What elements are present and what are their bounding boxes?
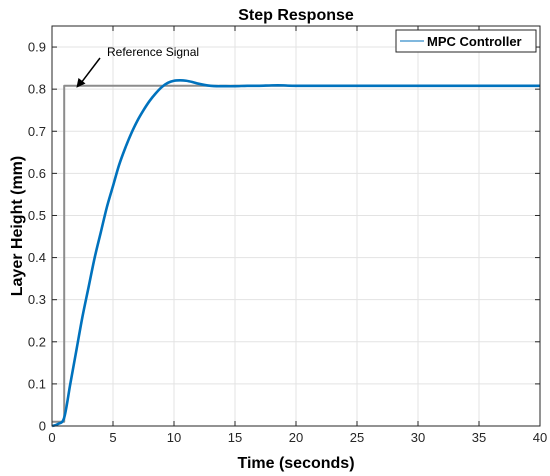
- x-tick-label: 40: [533, 430, 547, 445]
- y-tick-label: 0.2: [28, 334, 46, 349]
- x-tick-label: 20: [289, 430, 303, 445]
- x-tick-label: 30: [411, 430, 425, 445]
- x-axis-label: Time (seconds): [237, 455, 354, 472]
- x-tick-label: 15: [228, 430, 242, 445]
- annotation-reference-signal: Reference Signal: [107, 45, 199, 59]
- x-tick-label: 5: [109, 430, 116, 445]
- y-tick-label: 0.7: [28, 124, 46, 139]
- plot-area: [51, 79, 540, 428]
- series-line-mpc-controller: [51, 79, 540, 428]
- x-tick-label: 10: [167, 430, 181, 445]
- axes: 0 5 10 15 20 25 30 35 40 0 0.1 0.2 0.3 0.4 0.5 0.6 0.7 0.…: [28, 25, 547, 445]
- x-tick-label: 25: [350, 430, 364, 445]
- legend-label-mpc-controller: MPC Controller: [427, 34, 522, 49]
- y-tick-label: 0.1: [28, 376, 46, 391]
- annotation-arrow-head: [76, 77, 86, 88]
- legend-box: [395, 29, 537, 53]
- y-tick-label: 0.3: [28, 292, 46, 307]
- legend: MPC Controller: [395, 29, 537, 53]
- x-tick-label: 0: [48, 430, 55, 445]
- x-tick-label: 35: [472, 430, 486, 445]
- y-axis-label: Layer Height (mm): [9, 156, 26, 296]
- y-tick-label: 0.6: [28, 166, 46, 181]
- annotation-arrow-shaft: [79, 57, 101, 85]
- y-tick-label: 0.8: [28, 82, 46, 97]
- y-tick-label: 0.5: [28, 208, 46, 223]
- chart-title: Step Response: [238, 7, 354, 24]
- annotation: Reference Signal: [76, 45, 199, 88]
- y-tick-label: 0: [39, 419, 46, 434]
- y-tick-label: 0.4: [28, 250, 46, 265]
- y-tick-label: 0.9: [28, 40, 46, 55]
